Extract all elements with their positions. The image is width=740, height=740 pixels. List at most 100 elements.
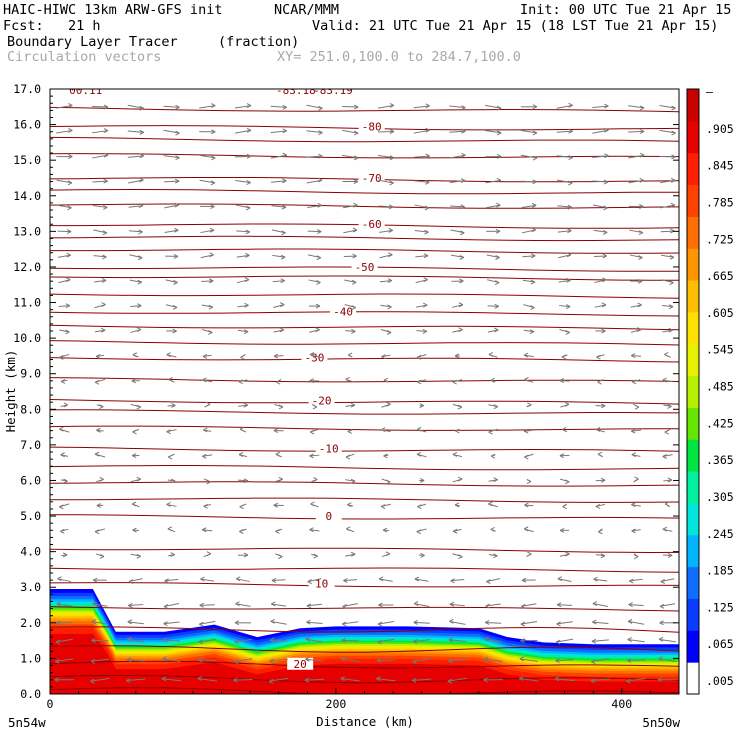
vector-arrowhead — [59, 354, 64, 360]
vector-arrowhead — [483, 656, 489, 662]
vector-arrowhead — [448, 658, 453, 664]
vector-arrow — [485, 603, 501, 607]
vector-arrowhead — [56, 601, 62, 607]
vector-arrowhead — [208, 330, 213, 335]
vector-arrow — [270, 620, 287, 625]
vector-arrowhead — [346, 526, 351, 532]
vector-arrowhead — [103, 204, 108, 210]
colorbar-label: .905 — [706, 122, 734, 136]
vector-arrow — [556, 179, 573, 184]
vector-arrow — [592, 105, 609, 108]
vector-arrow — [557, 604, 573, 606]
vector-arrowhead — [377, 621, 383, 627]
vector-arrowhead — [626, 658, 632, 663]
top-contour-label: -83.18 — [276, 84, 316, 97]
top-contour-label: 00.11 — [69, 84, 102, 97]
vector-arrow — [234, 638, 252, 643]
vector-arrow — [591, 658, 610, 663]
vector-arrow — [91, 130, 109, 134]
vector-arrowhead — [413, 601, 419, 607]
vector-arrowhead — [103, 104, 109, 110]
field-units: (fraction) — [218, 34, 300, 50]
vector-arrowhead — [168, 454, 173, 460]
temperature-contour — [50, 645, 679, 653]
y-tick-label: 16.0 — [13, 118, 41, 132]
vector-arrowhead — [488, 352, 494, 357]
vector-arrowhead — [102, 230, 108, 236]
vector-arrowhead — [132, 352, 138, 358]
vector-arrowhead — [279, 327, 285, 333]
vector-arrowhead — [353, 202, 358, 208]
vector-arrowhead — [601, 403, 606, 409]
vector-arrow — [627, 639, 645, 643]
vector-arrowhead — [139, 177, 144, 183]
circulation-vectors — [54, 102, 678, 684]
y-tick-label: 5.0 — [20, 509, 41, 523]
plot-clip-group: 20 10 0 -10 -20 -30 -40 -50 -60 -70 -80 00.11 -83.18… — [50, 84, 679, 694]
vector-arrowhead — [136, 553, 141, 559]
colorbar-label: .365 — [706, 453, 734, 467]
vector-arrowhead — [275, 451, 281, 457]
vector-arrow — [485, 204, 501, 209]
vector-arrowhead — [419, 403, 424, 408]
vector-arrow — [558, 279, 571, 283]
vector-arrowhead — [631, 528, 636, 534]
vector-arrowhead — [568, 128, 573, 134]
vector-arrowhead — [282, 104, 287, 110]
vector-arrowhead — [275, 529, 280, 534]
vector-arrowhead — [166, 502, 171, 507]
vector-arrowhead — [378, 602, 383, 608]
vector-arrow — [345, 404, 356, 407]
vector-arrowhead — [341, 637, 346, 643]
vector-arrow — [595, 554, 605, 557]
temperature-contour — [50, 136, 679, 143]
vector-arrow — [557, 578, 572, 583]
vector-arrowhead — [566, 277, 571, 283]
vector-arrowhead — [592, 601, 598, 606]
vector-arrow — [659, 105, 676, 109]
vector-arrowhead — [447, 678, 453, 684]
vector-arrowhead — [488, 501, 493, 507]
top-contour-label: -83.19 — [313, 84, 353, 97]
vector-arrowhead — [235, 576, 241, 582]
vector-arrow — [556, 155, 573, 159]
colorbar-swatch — [687, 407, 699, 440]
vector-arrowhead — [412, 639, 418, 645]
contour-label-bg — [301, 351, 328, 364]
colorbar-swatch — [687, 311, 699, 345]
vector-arrow — [484, 658, 503, 662]
colorbar-swatch — [687, 534, 699, 568]
vector-arrowhead — [602, 253, 607, 259]
vector-arrowhead — [202, 377, 207, 383]
colorbar-label: .605 — [706, 306, 734, 320]
vector-arrow — [92, 180, 108, 183]
vector-arrow — [556, 104, 573, 109]
temperature-contour — [50, 340, 679, 346]
vector-arrowhead — [132, 527, 137, 533]
vector-arrow — [521, 229, 536, 234]
vector-arrowhead — [162, 656, 167, 662]
vector-arrowhead — [423, 253, 429, 259]
colorbar-frame — [686, 88, 700, 695]
vector-arrowhead — [561, 354, 567, 360]
vector-arrowhead — [664, 429, 669, 435]
xy-endpoints: XY= 251.0,100.0 to 284.7,100.0 — [277, 49, 521, 65]
vector-arrow — [304, 678, 325, 681]
vector-arrow — [57, 578, 72, 583]
vector-arrow — [93, 229, 107, 234]
vector-arrowhead — [131, 453, 137, 459]
vector-arrowhead — [102, 254, 107, 260]
vector-arrow — [556, 638, 574, 643]
vector-arrow — [377, 104, 395, 109]
vector-arrowhead — [103, 152, 109, 158]
vector-arrowhead — [171, 403, 176, 408]
vector-arrowhead — [67, 180, 73, 186]
vector-arrowhead — [523, 428, 529, 434]
colorbar-label: .005 — [706, 674, 734, 688]
vector-arrowhead — [174, 202, 179, 208]
vector-arrow — [377, 638, 395, 643]
vector-arrowhead — [493, 553, 498, 559]
vector-arrow — [628, 130, 645, 133]
contour-label-bg — [358, 218, 385, 231]
vector-arrowhead — [132, 429, 137, 435]
